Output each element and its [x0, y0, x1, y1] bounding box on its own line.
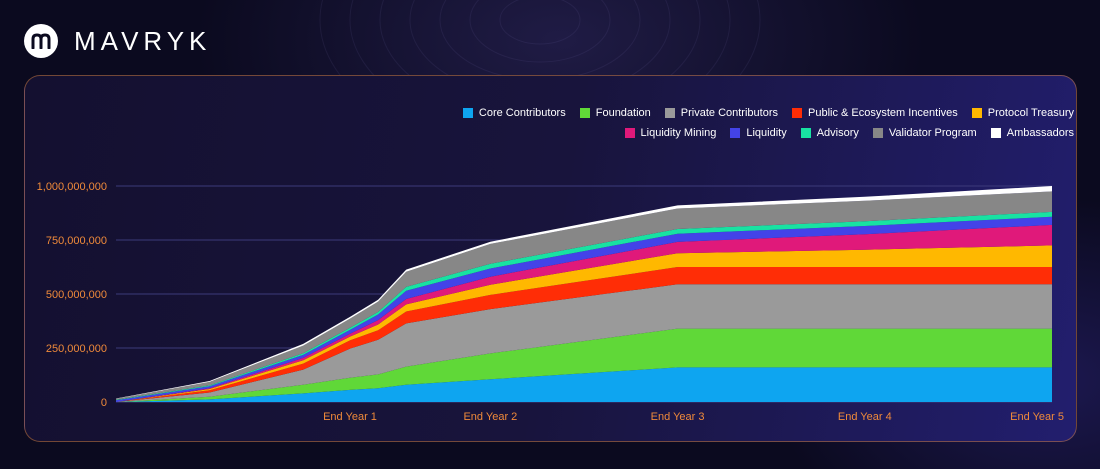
legend-label: Public & Ecosystem Incentives — [808, 107, 958, 119]
legend-label: Liquidity Mining — [640, 127, 717, 139]
legend-swatch — [579, 108, 590, 118]
area-series-foundation — [116, 328, 1052, 402]
legend-item: Private Contributors — [664, 107, 778, 119]
area-series-public-ecosystem-incentives — [116, 267, 1052, 402]
y-tick-label: 1,000,000,000 — [37, 181, 107, 193]
x-axis-ticks: End Year 1 End Year 2 End Year 3 End Year 4… — [323, 411, 1064, 423]
legend-item: Advisory — [800, 127, 859, 139]
legend-label: Protocol Treasury — [987, 107, 1074, 119]
legend-swatch — [792, 108, 802, 118]
legend-swatch — [872, 128, 883, 138]
x-tick-label: End Year 3 — [651, 411, 705, 423]
area-series-protocol-treasury — [116, 245, 1052, 402]
legend-row-1: Core Contributors Foundation Private Contr… — [449, 107, 1074, 119]
legend-swatch — [664, 108, 675, 118]
legend-label: Ambassadors — [1006, 127, 1074, 139]
legend-label: Liquidity — [746, 127, 787, 139]
legend-item: Ambassadors — [990, 127, 1074, 139]
area-series — [116, 186, 1052, 402]
legend-item: Foundation — [579, 107, 651, 119]
legend-swatch — [730, 128, 741, 138]
area-series-advisory — [116, 211, 1052, 401]
y-tick-label: 500,000,000 — [46, 289, 107, 301]
area-series-private-contributors — [116, 284, 1052, 402]
legend-swatch — [800, 128, 811, 138]
y-tick-label: 0 — [101, 397, 107, 409]
legend-swatch — [971, 108, 982, 118]
y-axis-ticks: 0 250,000,000 500,000,000 750,000,000 1,000,… — [37, 181, 107, 409]
legend-label: Core Contributors — [478, 107, 566, 119]
mavryk-logo-icon — [24, 24, 58, 58]
y-tick-label: 250,000,000 — [46, 343, 107, 355]
legend-label: Foundation — [595, 107, 651, 119]
legend-swatch — [624, 128, 635, 138]
legend-swatch — [990, 128, 1001, 138]
legend-item: Liquidity — [730, 127, 787, 139]
x-tick-label: End Year 5 — [1010, 411, 1064, 423]
y-tick-label: 750,000,000 — [46, 235, 107, 247]
legend-item: Liquidity Mining — [624, 127, 717, 139]
legend-item: Validator Program — [872, 127, 977, 139]
area-series-validator-program — [116, 191, 1052, 400]
area-series-core-contributors — [116, 367, 1052, 402]
brand-name: MAVRYK — [74, 25, 212, 56]
legend-label: Private Contributors — [680, 107, 778, 119]
legend-item: Core Contributors — [462, 107, 566, 119]
x-tick-label: End Year 4 — [838, 411, 892, 423]
area-series-liquidity — [116, 216, 1052, 402]
legend-item: Public & Ecosystem Incentives — [792, 107, 958, 119]
legend-label: Validator Program — [888, 127, 977, 139]
legend-item: Protocol Treasury — [971, 107, 1074, 119]
x-tick-label: End Year 2 — [463, 411, 517, 423]
area-series-liquidity-mining — [116, 224, 1052, 402]
legend-row-2: Liquidity Mining Liquidity Advisory Validat… — [611, 127, 1074, 139]
legend-label: Advisory — [816, 127, 859, 139]
brand: MAVRYK — [24, 24, 211, 58]
x-tick-label: End Year 1 — [323, 411, 377, 423]
legend-swatch — [462, 108, 473, 118]
